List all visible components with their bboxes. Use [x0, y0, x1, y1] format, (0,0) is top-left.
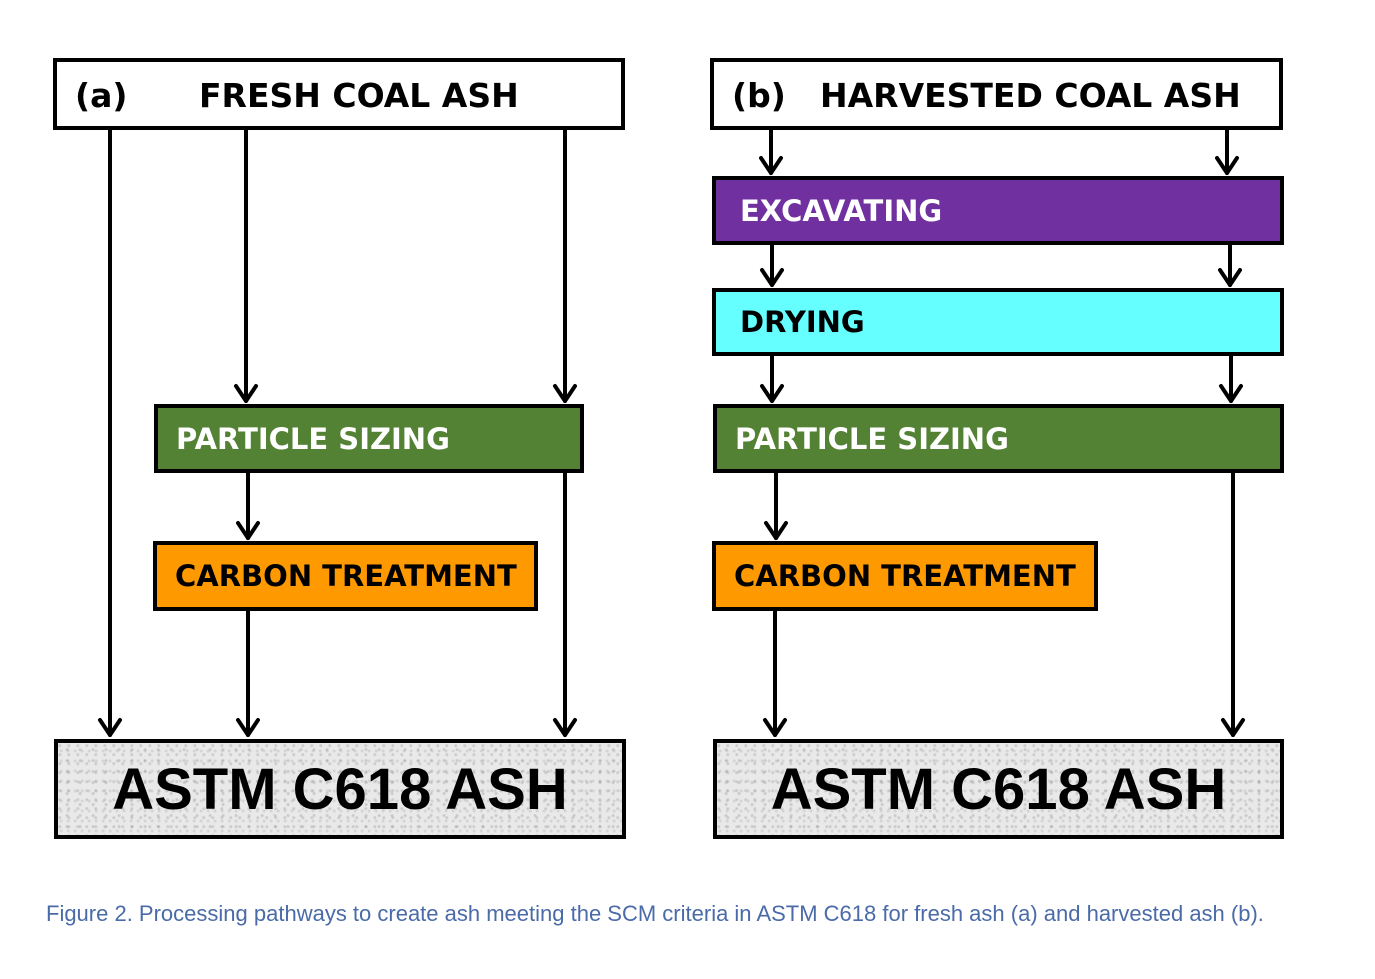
panel-a-carbon-treatment-label: CARBON TREATMENT: [175, 559, 517, 593]
panel-b-drying: DRYING: [712, 288, 1284, 356]
panel-a-result-label: ASTM C618 ASH: [112, 756, 568, 822]
panel-a-particle-sizing-label: PARTICLE SIZING: [176, 421, 450, 456]
arrow-b-sizing-to-result: [1221, 471, 1245, 737]
arrow-a-sizing-to-carbon: [236, 471, 260, 540]
arrow-a-sizing-to-result: [553, 471, 577, 737]
arrow-a-carbon-to-result: [236, 609, 260, 737]
panel-b-title: HARVESTED COAL ASH: [820, 76, 1241, 115]
arrow-a-header-to-sizing: [234, 128, 258, 403]
panel-b-carbon-treatment: CARBON TREATMENT: [712, 541, 1098, 611]
panel-a-result: ASTM C618 ASH: [54, 739, 626, 839]
arrow-a-left: [98, 128, 122, 737]
arrow-b-excavating-to-drying-left: [760, 243, 784, 287]
panel-a-tag: (a): [75, 76, 128, 115]
arrow-a-right: [553, 128, 577, 403]
panel-a-particle-sizing: PARTICLE SIZING: [154, 404, 584, 473]
panel-b-result-label: ASTM C618 ASH: [770, 756, 1227, 822]
panel-a-carbon-treatment: CARBON TREATMENT: [153, 541, 538, 611]
panel-a-title: FRESH COAL ASH: [199, 76, 519, 115]
panel-b-excavating-label: EXCAVATING: [740, 193, 943, 228]
panel-b-drying-label: DRYING: [740, 305, 865, 339]
arrow-b-carbon-to-result: [763, 609, 787, 737]
arrow-b-header-to-excavating-right: [1215, 128, 1239, 175]
panel-b-particle-sizing: PARTICLE SIZING: [713, 404, 1284, 473]
arrow-b-header-to-excavating-left: [759, 128, 783, 175]
arrow-b-excavating-to-drying-right: [1218, 243, 1242, 287]
arrow-b-sizing-to-carbon: [764, 471, 788, 540]
panel-b-result: ASTM C618 ASH: [713, 739, 1284, 839]
panel-b-header: (b) HARVESTED COAL ASH: [710, 58, 1283, 130]
panel-b-carbon-treatment-label: CARBON TREATMENT: [734, 559, 1076, 593]
panel-a-header: (a) FRESH COAL ASH: [53, 58, 625, 130]
panel-b-tag: (b): [732, 76, 786, 115]
figure-caption: Figure 2. Processing pathways to create …: [46, 901, 1264, 926]
panel-b-particle-sizing-label: PARTICLE SIZING: [735, 421, 1009, 456]
panel-b-excavating: EXCAVATING: [712, 176, 1284, 245]
arrow-b-drying-to-sizing-left: [760, 354, 784, 403]
arrow-b-drying-to-sizing-right: [1219, 354, 1243, 403]
